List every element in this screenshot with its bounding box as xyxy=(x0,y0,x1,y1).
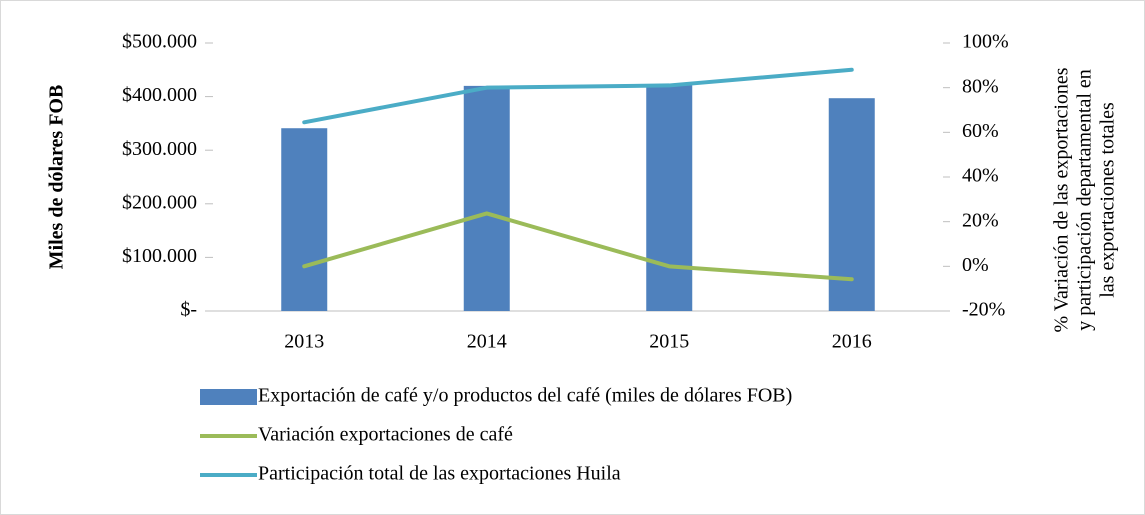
bar xyxy=(828,98,875,311)
y-tick-label: $400.000 xyxy=(122,84,197,106)
y2-tick-label: 40% xyxy=(962,165,999,187)
legend-swatch xyxy=(200,389,257,405)
x-tick-label: 2016 xyxy=(832,331,872,353)
legend-label: Exportación de café y/o productos del ca… xyxy=(258,385,792,407)
y2-tick-label: 80% xyxy=(962,75,999,97)
y2-tick-label: 20% xyxy=(962,209,999,231)
bar xyxy=(646,85,693,312)
y2-axis-title: % Variación de las exportaciones xyxy=(1051,67,1073,332)
y2-tick-label: -20% xyxy=(962,299,1005,321)
y2-tick-label: 60% xyxy=(962,120,999,142)
y2-axis-title: las exportaciones totales xyxy=(1097,102,1119,298)
y2-tick-label: 100% xyxy=(962,31,1009,53)
y-tick-label: $100.000 xyxy=(122,245,197,267)
y-tick-label: $200.000 xyxy=(122,191,197,213)
legend-label: Variación exportaciones de café xyxy=(258,424,513,446)
y-tick-label: $- xyxy=(180,299,197,321)
y-tick-label: $500.000 xyxy=(122,31,197,53)
y2-tick-label: 0% xyxy=(962,254,989,276)
y2-axis-title: y participación departamental en xyxy=(1074,69,1096,331)
legend-label: Participación total de las exportaciones… xyxy=(258,463,621,485)
bar xyxy=(281,128,328,311)
bar xyxy=(463,85,510,311)
x-tick-label: 2015 xyxy=(649,331,689,353)
y-tick-label: $300.000 xyxy=(122,138,197,160)
line xyxy=(302,67,854,125)
x-tick-label: 2014 xyxy=(467,331,507,353)
x-tick-label: 2013 xyxy=(284,331,324,353)
line xyxy=(302,211,854,282)
y-axis-title: Miles de dólares FOB xyxy=(46,85,68,270)
